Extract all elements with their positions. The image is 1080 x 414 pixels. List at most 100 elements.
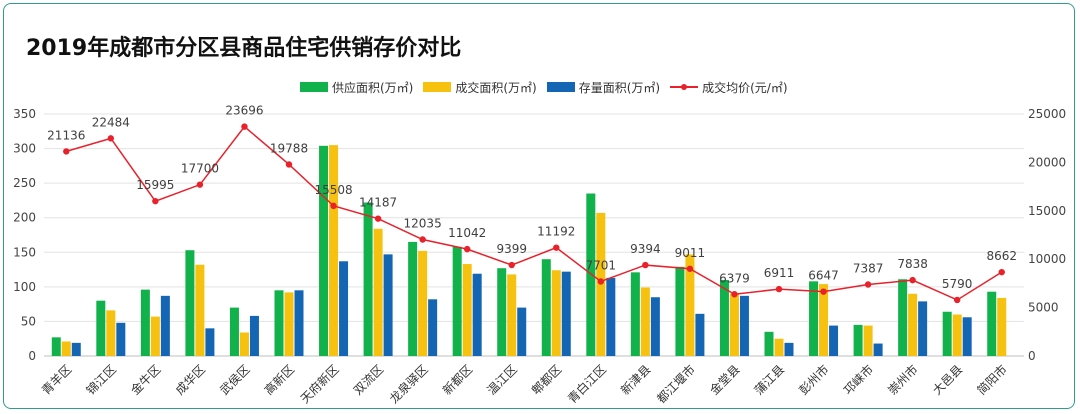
legend-item-transaction: 成交面积(万㎡) <box>423 79 537 96</box>
category-label: 双流区 <box>351 362 386 397</box>
bar-inventory <box>918 301 928 356</box>
category-label: 金堂县 <box>707 362 743 398</box>
price-data-label: 12035 <box>404 217 442 231</box>
price-data-label: 8662 <box>986 249 1017 263</box>
price-point <box>775 285 783 293</box>
legend-label-transaction: 成交面积(万㎡) <box>455 80 537 95</box>
bar-transaction <box>284 292 294 356</box>
category-label: 成华区 <box>173 362 208 397</box>
bar-inventory <box>784 342 794 356</box>
price-point <box>953 296 961 304</box>
category-label: 邛崃市 <box>840 362 876 398</box>
bar-supply <box>408 241 418 356</box>
bar-transaction <box>952 314 962 356</box>
price-point <box>508 261 515 269</box>
price-point <box>463 245 471 253</box>
left-axis-tick-label: 50 <box>21 314 36 328</box>
bar-supply <box>853 324 863 356</box>
price-point <box>998 268 1005 276</box>
price-point <box>820 288 827 295</box>
bar-inventory <box>606 277 616 356</box>
category-label: 龙泉驿区 <box>387 362 431 406</box>
bar-transaction <box>195 264 205 356</box>
bar-transaction <box>329 145 339 356</box>
price-data-label: 14187 <box>359 196 397 210</box>
bar-transaction <box>774 338 784 356</box>
bar-transaction <box>507 274 517 356</box>
bar-transaction <box>239 332 249 356</box>
left-axis-tick-label: 0 <box>28 349 36 363</box>
legend-item-supply: 供应面积(万㎡) <box>300 79 413 96</box>
left-axis-tick-label: 150 <box>13 245 36 259</box>
category-label: 简阳市 <box>974 362 1010 398</box>
bar-transaction <box>418 250 428 356</box>
bar-supply <box>96 300 106 356</box>
price-point <box>152 197 159 205</box>
category-label: 高新区 <box>261 362 297 398</box>
bar-supply <box>764 331 774 356</box>
price-data-label: 11192 <box>537 225 575 239</box>
bar-supply <box>719 279 729 356</box>
bar-inventory <box>739 295 749 356</box>
category-label: 武侯区 <box>217 362 252 397</box>
price-point <box>597 278 605 285</box>
chart-frame <box>3 3 1075 409</box>
category-label: 郫都区 <box>528 362 564 398</box>
bar-transaction <box>150 316 160 356</box>
right-axis-tick-label: 20000 <box>1028 155 1066 169</box>
bar-supply <box>140 289 150 356</box>
bar-inventory <box>829 325 839 356</box>
bar-inventory <box>517 307 527 356</box>
bar-inventory <box>962 317 972 356</box>
bar-inventory <box>71 342 81 356</box>
price-point <box>553 244 560 251</box>
price-data-label: 19788 <box>270 141 308 155</box>
bar-inventory <box>339 261 349 356</box>
price-data-label: 6911 <box>764 266 795 280</box>
bar-transaction <box>819 284 829 356</box>
category-label: 温江区 <box>484 362 519 397</box>
bar-inventory <box>650 297 660 356</box>
price-data-label: 23696 <box>225 104 263 118</box>
price-point <box>285 161 293 168</box>
price-data-label: 9399 <box>496 242 527 256</box>
bar-transaction <box>373 228 383 356</box>
right-axis-tick-label: 25000 <box>1028 107 1066 121</box>
bar-supply <box>229 307 239 356</box>
legend-label-supply: 供应面积(万㎡) <box>332 80 414 95</box>
right-axis-tick-label: 15000 <box>1028 204 1066 218</box>
bar-transaction <box>551 270 561 356</box>
bar-inventory <box>873 343 883 356</box>
bar-supply <box>898 279 908 356</box>
price-point <box>374 215 382 222</box>
price-data-label: 22484 <box>92 115 130 129</box>
price-data-label: 5790 <box>942 277 973 291</box>
legend-swatch-supply <box>300 82 328 92</box>
bar-inventory <box>428 299 438 356</box>
price-line <box>66 125 1003 301</box>
price-data-label: 7838 <box>897 257 928 271</box>
price-point <box>330 202 337 210</box>
bar-inventory <box>160 295 170 356</box>
bar-supply <box>51 337 61 356</box>
left-axis-tick-label: 200 <box>13 211 36 225</box>
legend-swatch-price <box>670 82 699 92</box>
category-label: 崇州市 <box>885 362 921 398</box>
bar-supply <box>363 202 373 356</box>
bar-supply <box>630 272 640 356</box>
bar-transaction <box>106 310 116 356</box>
legend-swatch-transaction <box>423 82 452 92</box>
bar-inventory <box>472 273 482 356</box>
price-data-label: 15508 <box>314 183 352 197</box>
price-point <box>864 281 872 288</box>
category-label: 彭州市 <box>796 362 832 398</box>
legend-label-price: 成交均价(元/㎡) <box>702 80 788 95</box>
bar-transaction <box>997 297 1007 356</box>
category-label: 新都区 <box>439 362 475 398</box>
bar-supply <box>452 246 462 356</box>
category-label: 金牛区 <box>127 362 163 398</box>
price-data-label: 9011 <box>675 246 706 260</box>
bar-inventory <box>205 328 215 356</box>
price-point <box>196 181 204 188</box>
